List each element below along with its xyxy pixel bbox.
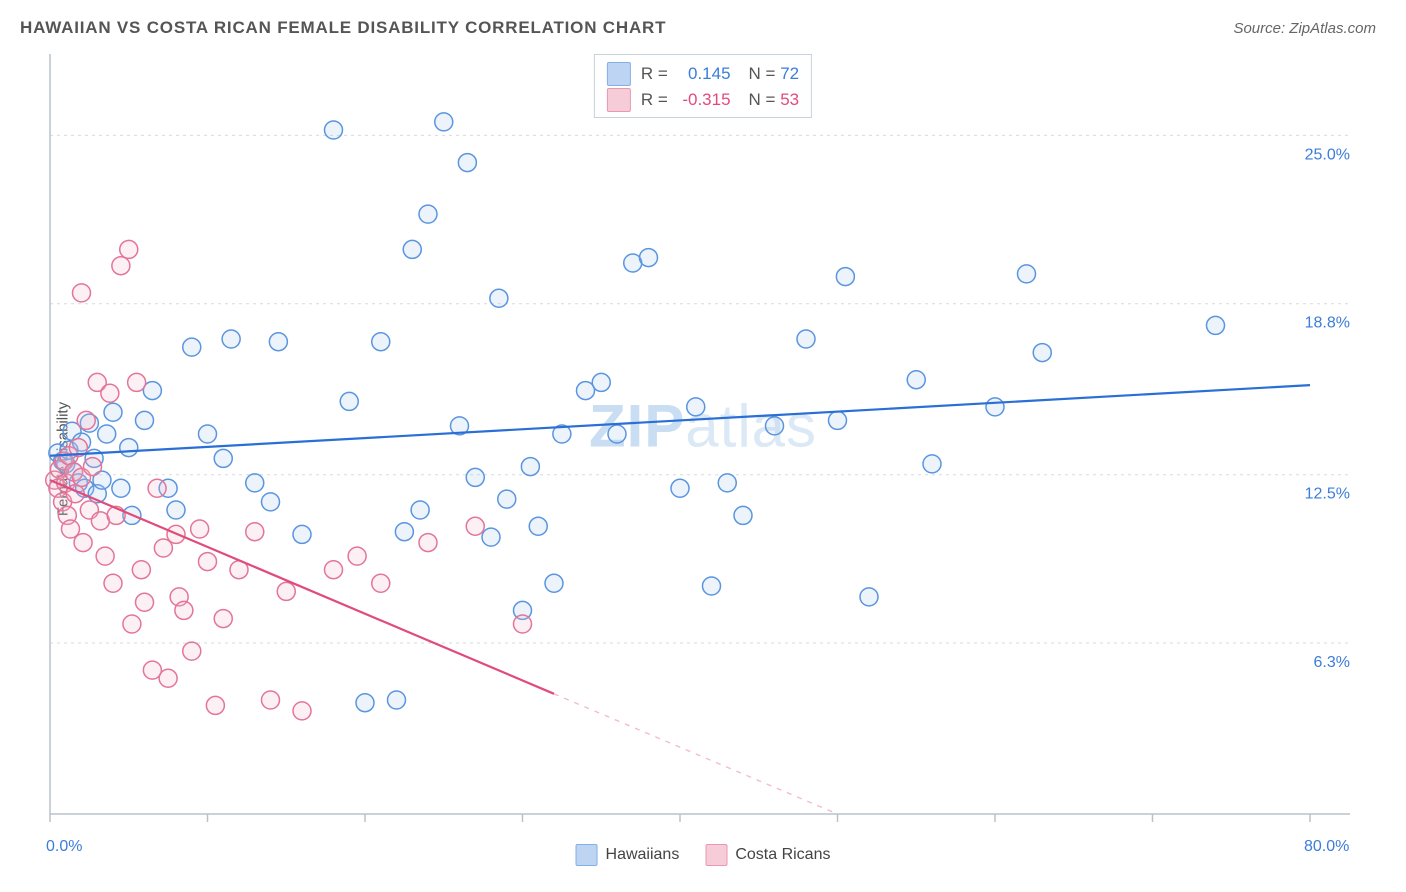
correlation-legend: R = 0.145N = 72 R = -0.315N = 53	[594, 54, 812, 118]
legend-text-costa-ricans: R = -0.315N = 53	[641, 90, 799, 110]
chart-title: HAWAIIAN VS COSTA RICAN FEMALE DISABILIT…	[20, 18, 666, 38]
source-attribution: Source: ZipAtlas.com	[1233, 20, 1376, 37]
legend-text-hawaiians: R = 0.145N = 72	[641, 64, 799, 84]
svg-text:25.0%: 25.0%	[1305, 146, 1350, 163]
legend-swatch-costa-ricans	[607, 88, 631, 112]
legend-item-hawaiians: Hawaiians	[576, 844, 680, 866]
legend-swatch-bottom-hawaiians	[576, 844, 598, 866]
legend-row-hawaiians: R = 0.145N = 72	[607, 61, 799, 87]
legend-label-costa-ricans: Costa Ricans	[735, 846, 830, 864]
chart-area: Female Disability ZIPatlas 6.3%12.5%18.8…	[0, 44, 1406, 874]
x-axis-start-label: 0.0%	[46, 838, 82, 856]
legend-label-hawaiians: Hawaiians	[606, 846, 680, 864]
x-axis-end-label: 80.0%	[1304, 838, 1349, 856]
scatter-plot: 6.3% 12.5% 18.8% 25.0%	[0, 44, 1406, 874]
legend-swatch-bottom-costa-ricans	[705, 844, 727, 866]
legend-item-costa-ricans: Costa Ricans	[705, 844, 830, 866]
svg-text:12.5%: 12.5%	[1305, 486, 1350, 503]
svg-text:6.3%: 6.3%	[1314, 654, 1350, 671]
legend-row-costa-ricans: R = -0.315N = 53	[607, 87, 799, 113]
series-legend: Hawaiians Costa Ricans	[576, 844, 831, 866]
svg-text:18.8%: 18.8%	[1305, 315, 1350, 332]
legend-swatch-hawaiians	[607, 62, 631, 86]
